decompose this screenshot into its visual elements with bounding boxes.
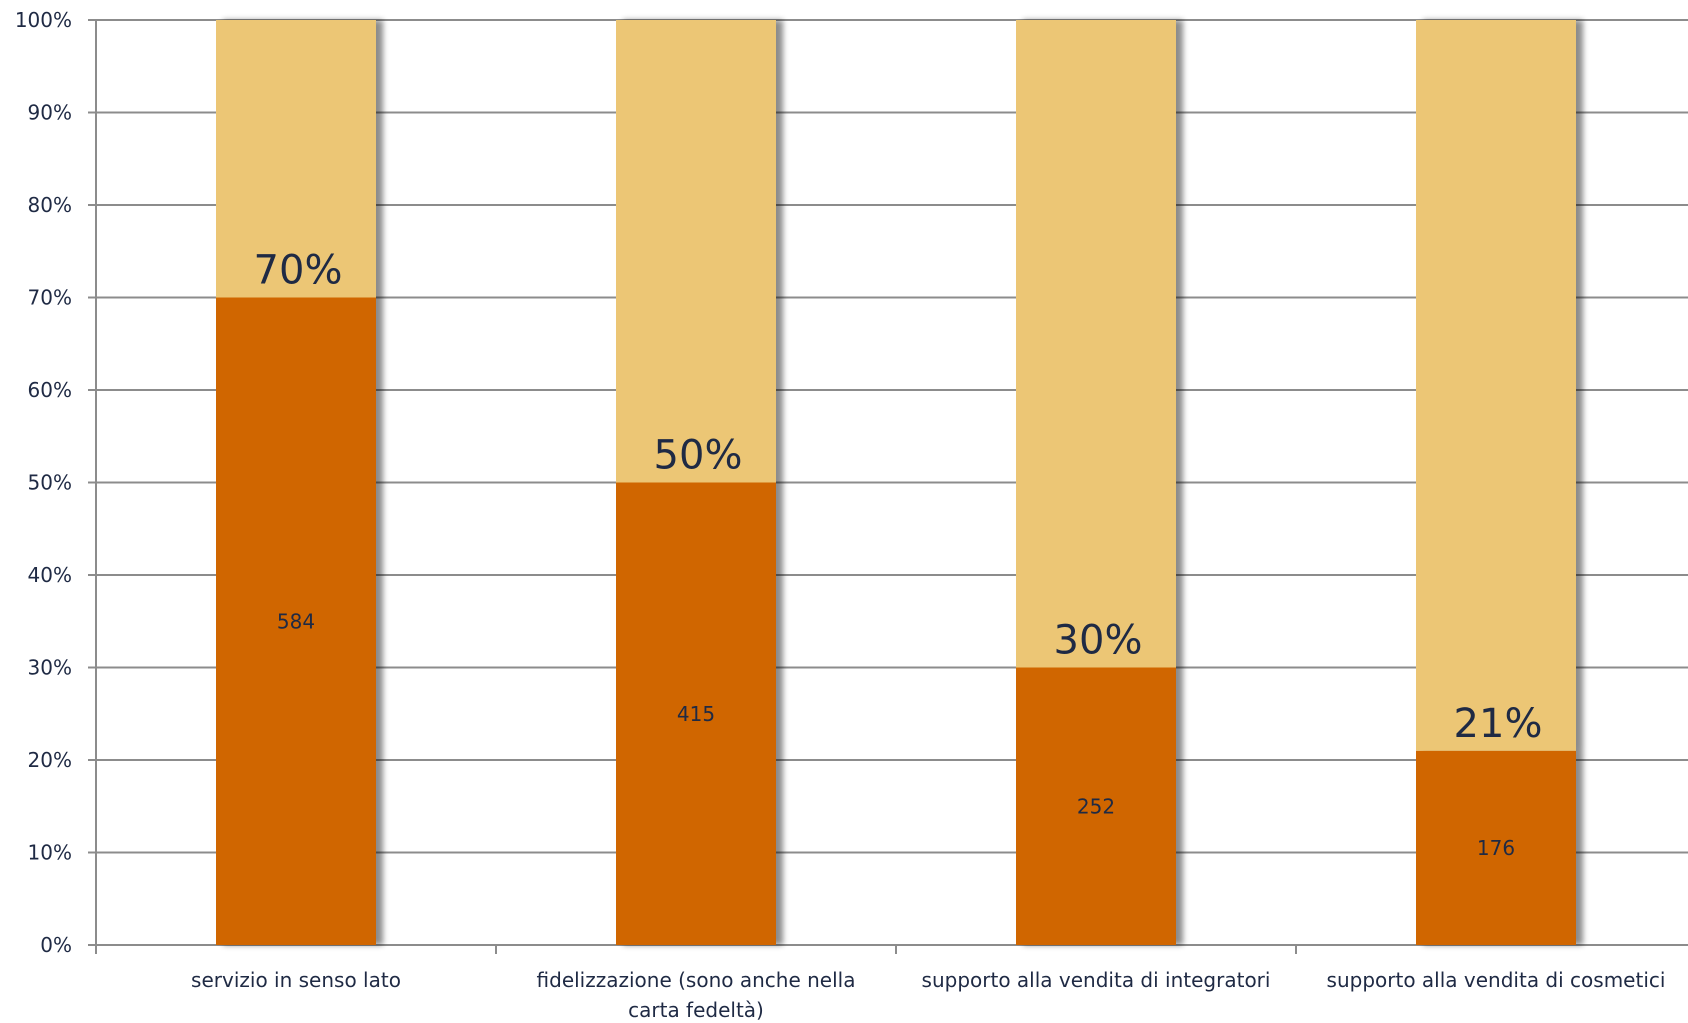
bar-segment-remainder bbox=[216, 20, 376, 298]
y-tick-label: 80% bbox=[28, 193, 72, 217]
bar-segment-primary bbox=[1416, 750, 1576, 945]
bar-segment-remainder bbox=[1016, 20, 1176, 668]
bar-segment-remainder bbox=[1416, 20, 1576, 751]
y-tick-label: 20% bbox=[28, 748, 72, 772]
percent-data-label: 30% bbox=[1054, 618, 1143, 664]
bars bbox=[216, 20, 1576, 945]
count-data-label: 176 bbox=[1477, 836, 1515, 860]
y-tick-label: 50% bbox=[28, 471, 72, 495]
y-tick-label: 40% bbox=[28, 563, 72, 587]
bar-segment-remainder bbox=[616, 20, 776, 483]
y-tick-label: 0% bbox=[40, 933, 72, 957]
x-category-label: fidelizzazione (sono anche nella bbox=[537, 968, 856, 992]
y-tick-label: 100% bbox=[15, 8, 72, 32]
x-category-label: servizio in senso lato bbox=[191, 968, 401, 992]
y-tick-label: 90% bbox=[28, 101, 72, 125]
bar-stack bbox=[1016, 20, 1176, 945]
bar-stack bbox=[216, 20, 376, 945]
y-tick-label: 60% bbox=[28, 378, 72, 402]
y-tick-label: 30% bbox=[28, 656, 72, 680]
bar-segment-primary bbox=[616, 482, 776, 945]
labels: 0% 10% 20% 30% 40% 50% 60% 70% 80% 90% 100% 70% 584 s… bbox=[15, 8, 1666, 1022]
bar-stack bbox=[1416, 20, 1576, 945]
percent-data-label: 21% bbox=[1454, 701, 1543, 747]
bar-stack bbox=[616, 20, 776, 945]
count-data-label: 584 bbox=[277, 609, 315, 633]
bar-segment-primary bbox=[1016, 667, 1176, 945]
count-data-label: 415 bbox=[677, 702, 715, 726]
y-tick-label: 10% bbox=[28, 841, 72, 865]
y-tick-label: 70% bbox=[28, 286, 72, 310]
x-category-label: supporto alla vendita di integratori bbox=[922, 968, 1271, 992]
x-category-label: supporto alla vendita di cosmetici bbox=[1327, 968, 1666, 992]
bar-segment-primary bbox=[216, 297, 376, 945]
x-category-label: carta fedeltà) bbox=[628, 998, 764, 1022]
percent-data-label: 50% bbox=[654, 433, 743, 479]
percent-data-label: 70% bbox=[254, 248, 343, 294]
count-data-label: 252 bbox=[1077, 794, 1115, 818]
